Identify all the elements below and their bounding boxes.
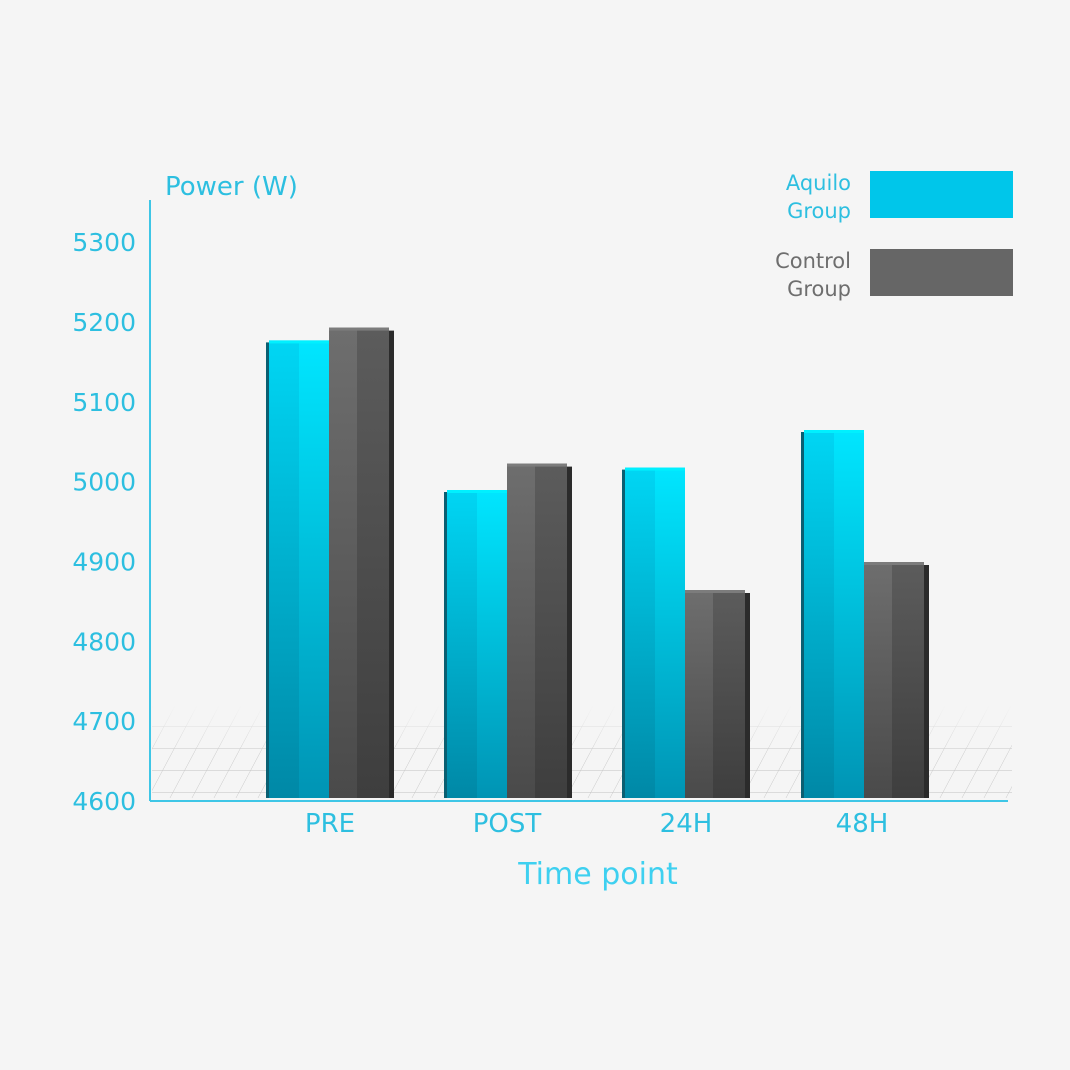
x-tick-label: POST — [473, 809, 542, 839]
y-tick-label: 4700 — [72, 707, 136, 736]
legend-label: Group — [787, 277, 851, 301]
legend-swatch — [870, 171, 1013, 218]
bar-control — [864, 562, 929, 798]
y-tick-label: 5300 — [72, 228, 136, 257]
y-axis-label: Power (W) — [165, 172, 298, 202]
legend-swatch — [870, 249, 1013, 296]
legend-label: Aquilo — [786, 171, 851, 195]
bar-aquilo — [444, 490, 507, 798]
y-tick-label: 5200 — [72, 308, 136, 337]
x-tick-label: PRE — [305, 809, 355, 839]
bar-aquilo — [801, 430, 864, 798]
x-tick-label: 48H — [836, 809, 889, 839]
y-tick-label: 5100 — [72, 388, 136, 417]
bar-aquilo — [266, 340, 329, 798]
y-tick-label: 4800 — [72, 627, 136, 656]
y-tick-label: 4900 — [72, 547, 136, 576]
y-tick-label: 4600 — [72, 787, 136, 816]
bars-group — [266, 327, 929, 798]
x-tick-label: 24H — [660, 809, 713, 839]
bar-control — [507, 463, 572, 798]
legend: Aquilo Group Control Group — [775, 171, 1013, 301]
legend-item-aquilo: Aquilo Group — [786, 171, 1013, 223]
x-tick-labels: PRE POST 24H 48H — [305, 809, 888, 839]
legend-label: Group — [787, 199, 851, 223]
bar-control — [329, 327, 394, 798]
legend-label: Control — [775, 249, 851, 273]
bar-aquilo — [622, 467, 685, 798]
y-tick-label: 5000 — [72, 468, 136, 497]
legend-item-control: Control Group — [775, 249, 1013, 301]
y-tick-labels: 4600 4700 4800 4900 5000 5100 5200 5300 — [72, 228, 136, 816]
x-axis-label: Time point — [517, 857, 678, 892]
bar-control — [685, 590, 750, 798]
